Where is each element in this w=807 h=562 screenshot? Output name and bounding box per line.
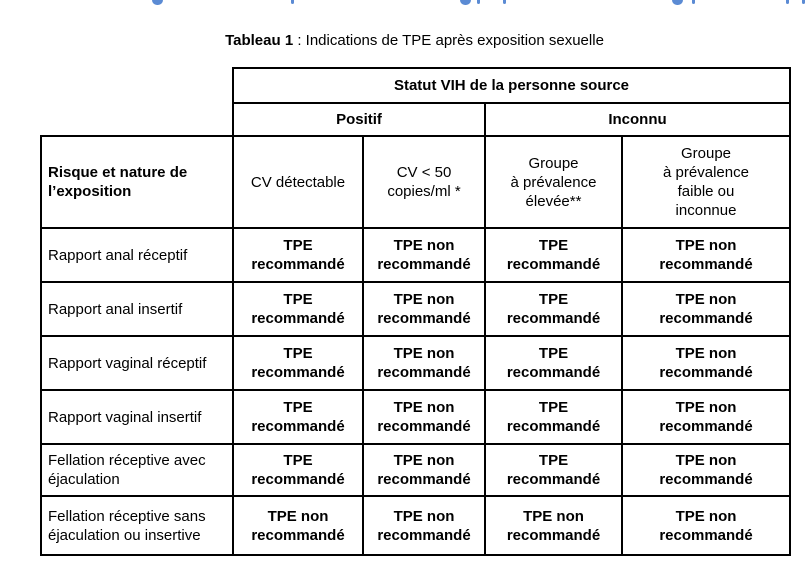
tpe-cell: TPE recommandé: [484, 335, 623, 391]
tpe-cell: TPE recommandé: [232, 443, 364, 497]
tpe-cell: TPE recommandé: [232, 281, 364, 337]
tpe-indications-table: Statut VIH de la personne source Positif…: [40, 67, 791, 556]
text-fragment: [460, 0, 471, 5]
tpe-cell: TPE non recommandé: [362, 389, 486, 445]
tpe-cell: TPE recommandé: [484, 443, 623, 497]
header-group-low-unknown-prevalence: Groupe à prévalence faible ou inconnue: [621, 135, 791, 229]
header-inconnu: Inconnu: [484, 102, 791, 137]
table-row: Rapport anal insertif TPE recommandé TPE…: [40, 281, 791, 337]
tpe-cell: TPE non recommandé: [621, 281, 791, 337]
tpe-cell: TPE non recommandé: [621, 389, 791, 445]
text-fragment: [786, 0, 789, 4]
tpe-cell: TPE recommandé: [232, 227, 364, 283]
header-cv-under-50: CV < 50 copies/ml *: [362, 135, 486, 229]
text-fragment: [152, 0, 163, 5]
spacer-cell: [41, 103, 233, 136]
table-row: Fellation réceptive avec éjaculation TPE…: [40, 443, 791, 497]
row-label: Rapport anal réceptif: [40, 227, 234, 283]
tpe-cell: TPE non recommandé: [232, 495, 364, 556]
header-row-status-groups: Positif Inconnu: [41, 102, 791, 137]
tpe-cell: TPE recommandé: [484, 389, 623, 445]
tpe-cell: TPE non recommandé: [362, 335, 486, 391]
tpe-cell: TPE non recommandé: [362, 443, 486, 497]
row-label: Fellation réceptive sans éjaculation ou …: [40, 495, 234, 556]
tpe-cell: TPE non recommandé: [362, 495, 486, 556]
header-row-source-status: Statut VIH de la personne source: [41, 67, 791, 104]
table-row: Rapport anal réceptif TPE recommandé TPE…: [40, 227, 791, 283]
tpe-cell: TPE non recommandé: [362, 227, 486, 283]
text-fragment: [692, 0, 695, 4]
spacer-cell: [41, 68, 233, 103]
row-label: Rapport anal insertif: [40, 281, 234, 337]
table-row: Rapport vaginal réceptif TPE recommandé …: [40, 335, 791, 391]
tpe-cell: TPE non recommandé: [362, 281, 486, 337]
table-caption: Tableau 1 : Indications de TPE après exp…: [40, 31, 789, 50]
text-fragment: [802, 0, 805, 4]
tpe-cell: TPE recommandé: [484, 281, 623, 337]
header-positif: Positif: [232, 102, 486, 137]
row-label: Rapport vaginal réceptif: [40, 335, 234, 391]
tpe-cell: TPE non recommandé: [484, 495, 623, 556]
tpe-cell: TPE non recommandé: [621, 443, 791, 497]
text-fragment: [503, 0, 506, 4]
text-fragment: [672, 0, 683, 5]
row-label: Rapport vaginal insertif: [40, 389, 234, 445]
tpe-cell: TPE non recommandé: [621, 227, 791, 283]
cropped-link-line-fragments: [0, 0, 807, 7]
header-risk-exposure: Risque et nature de l’exposition: [40, 135, 234, 229]
header-group-high-prevalence: Groupe à prévalence élevée**: [484, 135, 623, 229]
tpe-cell: TPE non recommandé: [621, 335, 791, 391]
tpe-cell: TPE recommandé: [232, 335, 364, 391]
table-caption-text: : Indications de TPE après exposition se…: [293, 32, 604, 49]
text-fragment: [291, 0, 294, 4]
tpe-cell: TPE recommandé: [232, 389, 364, 445]
table-row: Fellation réceptive sans éjaculation ou …: [40, 495, 791, 556]
header-statut-vih: Statut VIH de la personne source: [232, 67, 791, 104]
row-label: Fellation réceptive avec éjaculation: [40, 443, 234, 497]
table-row: Rapport vaginal insertif TPE recommandé …: [40, 389, 791, 445]
header-cv-detectable: CV détectable: [232, 135, 364, 229]
tpe-cell: TPE non recommandé: [621, 495, 791, 556]
table-caption-number: Tableau 1: [225, 32, 294, 49]
text-fragment: [477, 0, 480, 4]
tpe-cell: TPE recommandé: [484, 227, 623, 283]
header-row-subcolumns: Risque et nature de l’exposition CV déte…: [40, 135, 791, 229]
